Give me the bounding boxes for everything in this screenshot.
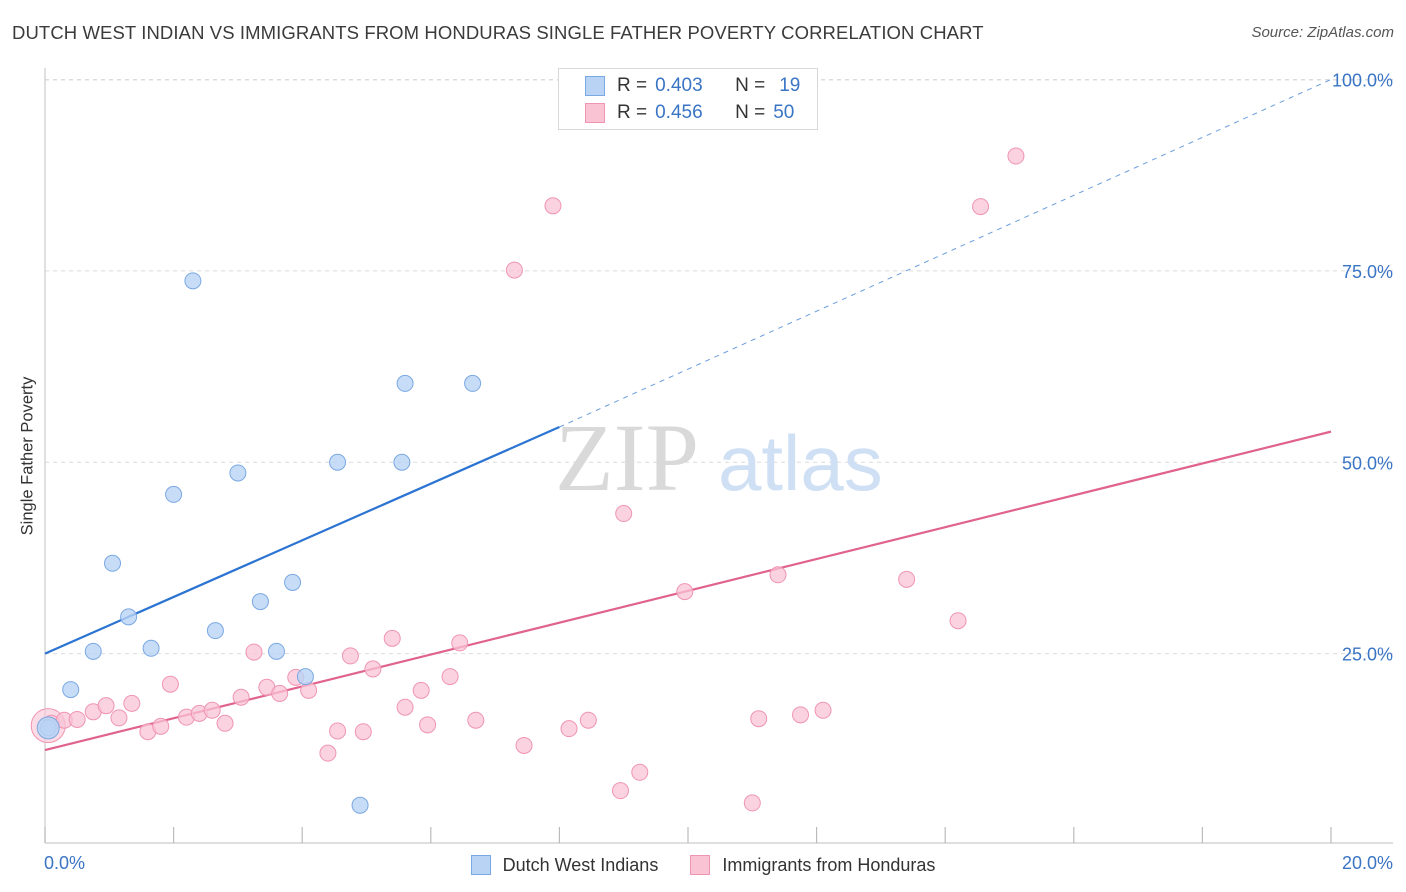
data-point-dutch-west-indians: [104, 554, 122, 572]
data-point-dutch-west-indians: [267, 642, 285, 660]
n-value: 50: [773, 102, 795, 123]
trend-line-dutch-extension: [559, 79, 1332, 428]
data-point-honduras: [364, 660, 382, 678]
r-value: 0.403: [655, 75, 703, 96]
data-point-dutch-west-indians: [229, 464, 247, 482]
data-point-dutch-west-indians-large: [36, 716, 60, 740]
source-label: Source: ZipAtlas.com: [1251, 24, 1394, 41]
data-point-honduras: [319, 744, 337, 762]
data-point-honduras: [161, 675, 179, 693]
data-point-dutch-west-indians: [251, 593, 269, 611]
legend-item-dutch-west-indians: Dutch West Indians: [470, 854, 659, 876]
x-tick-label: 0.0%: [44, 853, 85, 873]
data-point-honduras: [68, 710, 86, 728]
y-tick-label: 25.0%: [1342, 645, 1393, 665]
data-point-dutch-west-indians: [165, 485, 183, 503]
watermark: ZIP atlas: [555, 404, 883, 511]
data-points: [30, 147, 1025, 814]
data-point-honduras: [579, 711, 597, 729]
data-point-dutch-west-indians: [393, 453, 411, 471]
data-point-honduras: [152, 717, 170, 735]
data-point-honduras: [615, 505, 633, 523]
legend-swatch-pink: [690, 855, 711, 875]
data-point-honduras: [769, 566, 787, 584]
data-point-honduras: [329, 722, 347, 740]
legend-row-dutch-west-indians: R = 0.403 N = 19: [585, 73, 800, 99]
data-point-honduras: [505, 261, 523, 279]
n-value: 19: [779, 75, 801, 96]
tick-labels: 25.0% 50.0% 75.0% 100.0% 0.0% 20.0%: [44, 71, 1393, 874]
data-point-honduras: [631, 763, 649, 781]
watermark-zip: ZIP: [555, 404, 699, 511]
legend-row-immigrants-honduras: R = 0.456 N = 50: [585, 100, 794, 126]
chart-title: DUTCH WEST INDIAN VS IMMIGRANTS FROM HON…: [12, 22, 984, 43]
data-point-honduras: [110, 709, 128, 727]
data-point-dutch-west-indians: [464, 374, 482, 392]
data-point-honduras: [814, 701, 832, 719]
data-point-honduras: [441, 668, 459, 686]
watermark-atlas: atlas: [718, 419, 883, 507]
data-point-honduras: [544, 197, 562, 215]
data-point-dutch-west-indians: [296, 668, 314, 686]
n-label: N =: [735, 102, 766, 123]
r-label: R =: [617, 75, 648, 96]
legend-swatch-blue: [585, 76, 605, 96]
data-point-honduras: [396, 698, 414, 716]
data-point-honduras: [300, 681, 318, 699]
data-point-honduras: [467, 711, 485, 729]
r-label: R =: [617, 102, 648, 123]
data-point-honduras: [750, 710, 768, 728]
data-point-honduras: [972, 198, 990, 216]
data-point-dutch-west-indians: [206, 622, 224, 640]
data-point-dutch-west-indians: [142, 639, 160, 657]
x-tick-label: 20.0%: [1342, 853, 1393, 873]
data-point-honduras: [949, 612, 967, 630]
data-point-honduras: [383, 629, 401, 647]
y-tick-label: 100.0%: [1332, 71, 1393, 91]
data-point-honduras: [123, 694, 141, 712]
data-point-dutch-west-indians: [120, 608, 138, 626]
data-point-honduras: [676, 583, 694, 601]
data-point-dutch-west-indians: [62, 681, 80, 699]
series-legend: Dutch West Indians Immigrants from Hondu…: [0, 851, 1406, 879]
data-point-honduras: [743, 794, 761, 812]
data-point-dutch-west-indians: [284, 573, 302, 591]
data-point-honduras: [560, 720, 578, 738]
r-value: 0.456: [655, 102, 703, 123]
data-point-honduras: [354, 723, 372, 741]
legend-swatch-blue: [470, 855, 491, 875]
data-point-honduras: [271, 684, 289, 702]
data-point-honduras: [245, 643, 263, 661]
data-point-honduras: [611, 782, 629, 800]
legend-label: Dutch West Indians: [502, 854, 659, 875]
data-point-honduras: [232, 688, 250, 706]
gridlines: [45, 79, 1393, 655]
data-point-honduras: [341, 647, 359, 665]
data-point-dutch-west-indians: [329, 453, 347, 471]
correlation-legend: R = 0.403 N = 19 R = 0.456 N = 50: [558, 68, 818, 130]
data-point-honduras: [1007, 147, 1025, 165]
y-tick-label: 75.0%: [1342, 262, 1393, 282]
data-point-dutch-west-indians: [84, 642, 102, 660]
data-point-honduras: [515, 736, 533, 754]
data-point-honduras: [898, 570, 916, 588]
data-point-honduras: [792, 706, 810, 724]
n-label: N =: [735, 75, 766, 96]
data-point-dutch-west-indians: [351, 796, 369, 814]
legend-item-immigrants-honduras: Immigrants from Honduras: [690, 855, 935, 876]
data-point-honduras: [412, 681, 430, 699]
data-point-honduras: [216, 714, 234, 732]
legend-swatch-pink: [585, 103, 605, 123]
legend-label: Immigrants from Honduras: [722, 854, 936, 875]
y-tick-label: 50.0%: [1342, 453, 1393, 473]
data-point-honduras: [203, 701, 221, 719]
data-point-dutch-west-indians: [184, 272, 202, 290]
data-point-dutch-west-indians: [396, 374, 414, 392]
data-point-honduras: [97, 697, 115, 715]
y-axis-label: Single Father Poverty: [18, 376, 37, 536]
data-point-honduras: [419, 716, 437, 734]
data-point-honduras: [451, 634, 469, 652]
